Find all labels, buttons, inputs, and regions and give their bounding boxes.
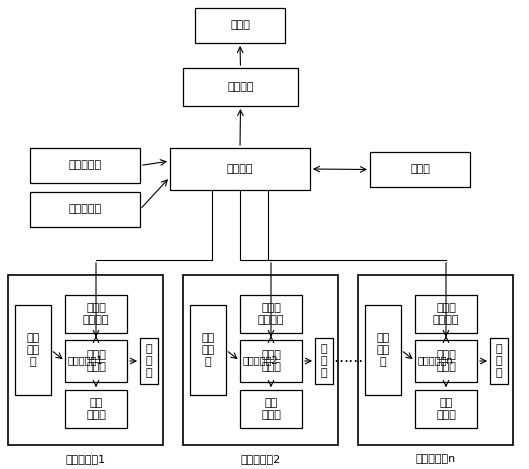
Text: 子监测组件2: 子监测组件2	[240, 454, 280, 464]
Text: 主控制器: 主控制器	[227, 164, 253, 174]
Bar	[65, 295, 127, 333]
Text: 显示屏: 显示屏	[410, 165, 430, 174]
Bar	[415, 390, 477, 428]
Bar	[65, 390, 127, 428]
Text: 过流
警示灯: 过流 警示灯	[261, 398, 281, 420]
Text: 子监测组件1: 子监测组件1	[66, 454, 106, 464]
Bar	[190, 305, 226, 395]
Bar	[8, 275, 163, 445]
Text: 继
电
器: 继 电 器	[145, 344, 152, 378]
Text: ……: ……	[333, 350, 363, 365]
Bar	[415, 295, 477, 333]
Text: 警示灯
控制电路: 警示灯 控制电路	[83, 303, 110, 325]
Text: 子监测组件n: 子监测组件n	[415, 454, 455, 464]
Bar	[183, 68, 298, 106]
Text: 语音模块: 语音模块	[227, 82, 254, 92]
Text: 防护开关组: 防护开关组	[68, 204, 102, 214]
Text: 子信号
处理器: 子信号 处理器	[261, 350, 281, 372]
Bar	[183, 275, 338, 445]
Text: 继
电
器: 继 电 器	[496, 344, 503, 378]
Text: 电流
传感
器: 电流 传感 器	[26, 333, 40, 367]
Text: 过流
警示灯: 过流 警示灯	[86, 398, 106, 420]
Bar	[490, 338, 508, 384]
Text: 过流
警示灯: 过流 警示灯	[436, 398, 456, 420]
Text: 警示灯
控制电路: 警示灯 控制电路	[258, 303, 284, 325]
Bar	[365, 305, 401, 395]
Bar	[195, 8, 285, 43]
Bar	[358, 275, 513, 445]
Text: 子监测组件n: 子监测组件n	[418, 355, 453, 365]
Bar	[170, 148, 310, 190]
Bar	[240, 340, 302, 382]
Text: 警示灯
控制电路: 警示灯 控制电路	[433, 303, 459, 325]
Text: 扬声器: 扬声器	[230, 21, 250, 30]
Text: 电流
传感
器: 电流 传感 器	[376, 333, 390, 367]
Bar	[370, 152, 470, 187]
Text: 子监测组件1: 子监测组件1	[68, 355, 103, 365]
Text: 子信号
处理器: 子信号 处理器	[86, 350, 106, 372]
Bar	[30, 148, 140, 183]
Bar	[415, 340, 477, 382]
Text: 电流
传感
器: 电流 传感 器	[202, 333, 215, 367]
Text: 急停开关组: 急停开关组	[68, 160, 102, 171]
Bar	[315, 338, 333, 384]
Text: 继
电
器: 继 电 器	[321, 344, 327, 378]
Text: 子信号
处理器: 子信号 处理器	[436, 350, 456, 372]
Bar	[140, 338, 158, 384]
Bar	[30, 192, 140, 227]
Text: 子监测组件2: 子监测组件2	[243, 355, 278, 365]
Bar	[240, 390, 302, 428]
Bar	[240, 295, 302, 333]
Bar	[15, 305, 51, 395]
Bar	[65, 340, 127, 382]
